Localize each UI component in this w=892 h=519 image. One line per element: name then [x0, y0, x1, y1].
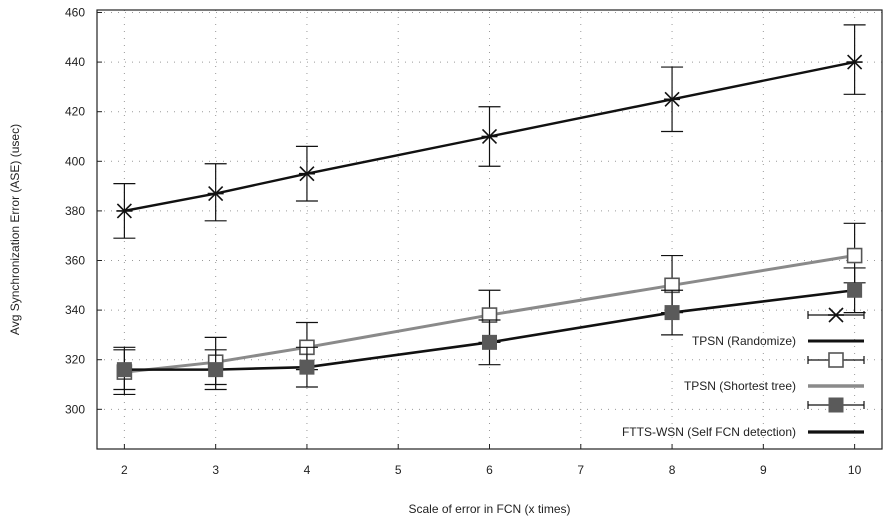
y-axis-label: Avg Synchronization Error (ASE) (usec) [8, 124, 22, 335]
x-tick-label: 7 [577, 463, 584, 477]
y-tick-label: 300 [65, 402, 85, 416]
error-bar [204, 163, 227, 222]
filled-square-marker [664, 305, 680, 321]
filled-square-marker [847, 282, 863, 298]
filled-square-marker [828, 397, 844, 413]
x-tick-label: 4 [304, 463, 311, 477]
x-tick-label: 6 [486, 463, 493, 477]
legend-item: FTTS-WSN (Self FCN detection) [622, 397, 865, 439]
x-tick-label: 10 [848, 463, 862, 477]
legend-label: TPSN (Shortest tree) [684, 379, 796, 393]
asterisk-marker [664, 91, 681, 107]
legend: TPSN (Randomize) TPSN (Shortest tree) FTTS… [622, 307, 865, 439]
y-tick-label: 360 [65, 254, 85, 268]
asterisk-marker [481, 128, 498, 145]
y-tick-label: 400 [65, 154, 85, 168]
legend-item: TPSN (Shortest tree) [684, 352, 865, 393]
legend-item: TPSN (Randomize) [692, 307, 865, 348]
asterisk-marker [116, 203, 133, 219]
filled-square-marker [299, 359, 315, 375]
y-tick-label: 380 [65, 204, 85, 218]
legend-label: TPSN (Randomize) [692, 334, 796, 348]
y-tick-label: 440 [65, 55, 85, 69]
series-1 [113, 24, 866, 239]
legend-label: FTTS-WSN (Self FCN detection) [622, 425, 796, 439]
filled-square-marker [116, 362, 132, 378]
series-line [124, 254, 855, 374]
asterisk-marker [298, 166, 315, 182]
series-3 [113, 267, 866, 391]
series-line [124, 288, 855, 371]
asterisk-marker [846, 54, 863, 70]
filled-square-marker [208, 362, 224, 378]
y-tick-label: 320 [65, 353, 85, 367]
open-square-marker [846, 247, 863, 264]
x-tick-label: 9 [760, 463, 767, 477]
filled-square-marker [482, 334, 497, 350]
error-bar [843, 24, 866, 95]
series-layer [113, 24, 866, 396]
asterisk-marker [207, 185, 224, 202]
x-axis-label: Scale of error in FCN (x times) [408, 502, 570, 516]
axes: 2 3 4 5 6 7 8 9 10 300 320 340 360 380 400 420 440 460 [65, 5, 862, 477]
asterisk-marker [828, 307, 844, 323]
y-tick-label: 340 [65, 303, 85, 317]
x-tick-label: 3 [212, 463, 219, 477]
y-tick-label: 420 [65, 105, 85, 119]
x-tick-label: 5 [395, 463, 402, 477]
series-line [124, 60, 855, 213]
open-square-marker [828, 352, 844, 368]
x-tick-label: 8 [669, 463, 676, 477]
y-tick-label: 460 [65, 5, 85, 19]
x-tick-label: 2 [121, 463, 128, 477]
